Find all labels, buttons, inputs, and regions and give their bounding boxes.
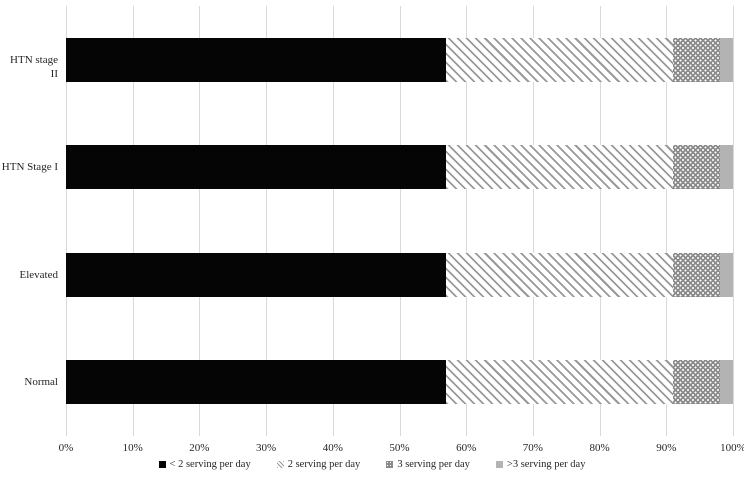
legend-marker-lt2 [158, 461, 166, 468]
bar-segment-gt3 [719, 37, 733, 82]
x-tick-label: 70% [522, 442, 543, 454]
gridline [132, 6, 134, 436]
bar-segment-lt2 [66, 145, 447, 190]
legend-label: 3 serving per day [397, 459, 470, 470]
bar-segment-s3 [672, 145, 720, 190]
category-label: HTN Stage I [1, 161, 58, 174]
x-tick-label: 30% [256, 442, 277, 454]
x-tick-label: 50% [389, 442, 410, 454]
gridline [266, 6, 268, 436]
category-label: Normal [24, 376, 58, 389]
bar-segment-s2 [446, 252, 673, 297]
legend-label: >3 serving per day [506, 459, 586, 470]
legend-item-lt2: < 2 serving per day [158, 459, 251, 470]
bar-segment-s3 [672, 360, 720, 405]
gridline [399, 6, 401, 436]
bar-htn-stage-i [66, 145, 733, 190]
x-tick-label: 60% [456, 442, 477, 454]
legend-item-s3: 3 serving per day [386, 459, 470, 470]
gridline [199, 6, 201, 436]
legend-label: 2 serving per day [287, 459, 361, 470]
x-tick-label: 90% [656, 442, 677, 454]
x-tick-label: 10% [122, 442, 143, 454]
bar-segment-gt3 [719, 252, 733, 297]
bar-normal [66, 360, 733, 405]
bar-segment-s2 [446, 145, 673, 190]
legend-marker-gt3 [495, 461, 503, 468]
bar-segment-gt3 [719, 360, 733, 405]
bar-segment-lt2 [66, 252, 447, 297]
legend-label: < 2 serving per day [169, 459, 251, 470]
gridline [466, 6, 468, 436]
x-tick-label: 40% [322, 442, 343, 454]
bar-segment-s2 [446, 360, 673, 405]
bar-htn-stage-ii [66, 37, 733, 82]
legend: < 2 serving per day 2 serving per day 3 se… [0, 459, 744, 470]
legend-marker-s2 [276, 461, 284, 468]
gridline [532, 6, 534, 436]
gridline [599, 6, 601, 436]
gridline [332, 6, 334, 436]
bar-segment-s3 [672, 37, 720, 82]
gridline [66, 6, 67, 436]
x-tick-label: 20% [189, 442, 210, 454]
legend-item-gt3: >3 serving per day [495, 459, 586, 470]
bar-elevated [66, 252, 733, 297]
legend-marker-s3 [386, 461, 394, 468]
bar-segment-s3 [672, 252, 720, 297]
bar-segment-s2 [446, 37, 673, 82]
x-tick-label: 80% [589, 442, 610, 454]
category-label: Elevated [19, 268, 58, 281]
legend-item-s2: 2 serving per day [276, 459, 361, 470]
x-tick-label: 100% [720, 442, 744, 454]
bar-segment-lt2 [66, 360, 447, 405]
bar-segment-lt2 [66, 37, 447, 82]
category-label: HTN stage II [10, 53, 58, 80]
gridline [666, 6, 668, 436]
bar-segment-gt3 [719, 145, 733, 190]
x-tick-label: 0% [58, 442, 74, 454]
gridline [733, 6, 734, 436]
